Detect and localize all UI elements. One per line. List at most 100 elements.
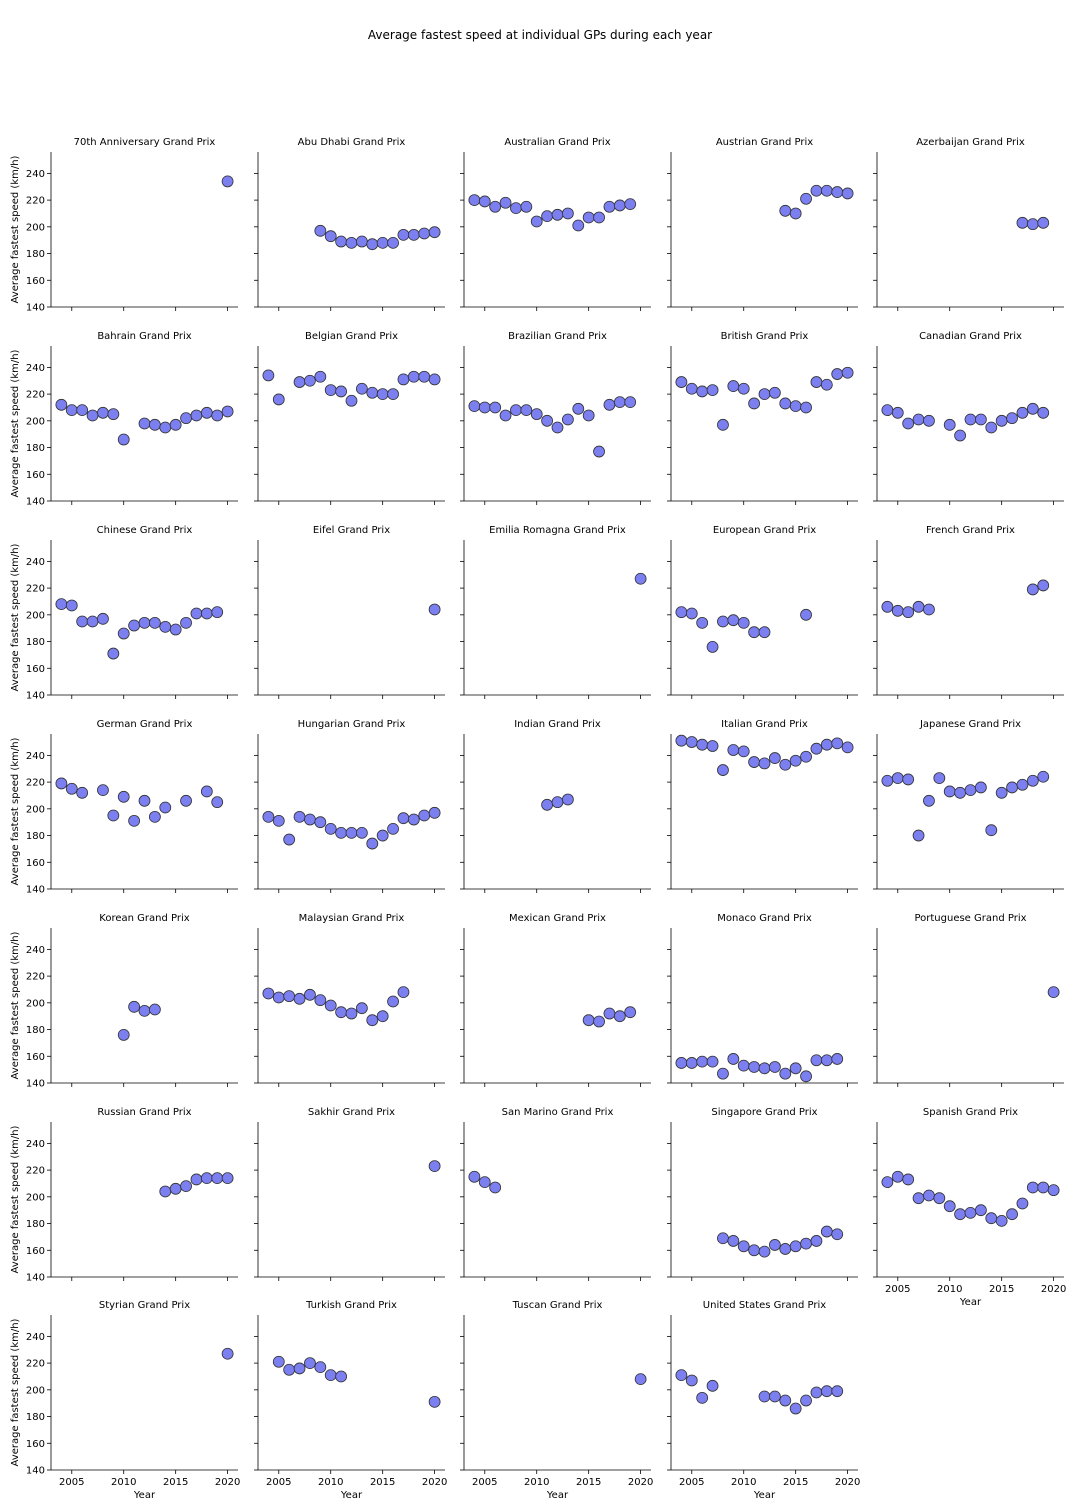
panel-title: Emilia Romagna Grand Prix xyxy=(489,525,626,536)
data-point xyxy=(717,764,729,776)
data-point xyxy=(800,608,812,621)
data-point xyxy=(1006,781,1018,794)
data-point xyxy=(685,382,698,395)
data-point xyxy=(180,1180,192,1193)
x-axis-label: Year xyxy=(959,1297,982,1308)
x-tick-label: 2010 xyxy=(318,1477,343,1488)
data-point xyxy=(1006,1208,1018,1221)
data-point xyxy=(345,826,358,839)
data-point xyxy=(293,810,306,823)
data-point xyxy=(530,215,543,228)
data-point xyxy=(293,1362,306,1375)
facet-panel: Bahrain Grand Prix 140 160 180 200 220 240 Aver… xyxy=(10,331,238,508)
x-tick-label: 2005 xyxy=(59,1477,84,1488)
data-point xyxy=(376,1010,389,1023)
panel-title: Portuguese Grand Prix xyxy=(914,913,1026,924)
data-point xyxy=(345,236,358,249)
data-point xyxy=(820,738,833,751)
data-point xyxy=(407,813,420,826)
data-point xyxy=(912,600,925,613)
data-point xyxy=(169,1182,182,1195)
data-point xyxy=(200,1172,213,1185)
data-point xyxy=(800,1237,812,1250)
data-point xyxy=(428,226,441,239)
y-tick-label: 140 xyxy=(26,303,45,314)
data-point xyxy=(366,386,379,399)
panel-title: Indian Grand Prix xyxy=(514,719,601,730)
data-point xyxy=(582,409,595,422)
x-tick-label: 2005 xyxy=(679,1477,704,1488)
data-point xyxy=(520,404,533,417)
data-point xyxy=(727,614,740,627)
data-point xyxy=(65,404,78,417)
data-point xyxy=(335,826,348,839)
data-point xyxy=(107,647,120,660)
facet-panel: Canadian Grand Prix xyxy=(873,331,1064,505)
panel-title: Abu Dhabi Grand Prix xyxy=(298,137,406,148)
data-point xyxy=(810,1386,823,1399)
data-point xyxy=(737,1240,750,1253)
data-point xyxy=(561,207,574,220)
data-point xyxy=(685,1374,698,1387)
data-point xyxy=(1047,986,1060,999)
data-point xyxy=(912,829,925,842)
data-point xyxy=(964,413,977,426)
data-point xyxy=(810,1054,823,1067)
facet-panel: 70th Anniversary Grand Prix 140 160 180 200 2… xyxy=(10,137,238,314)
data-point xyxy=(128,1000,141,1013)
data-point xyxy=(211,409,224,422)
data-point xyxy=(800,1394,812,1407)
data-point xyxy=(593,211,605,224)
data-point xyxy=(974,413,987,426)
data-point xyxy=(138,616,151,629)
data-point xyxy=(675,1057,688,1069)
facet-panel: Spanish Grand Prix 2005 2010 2015 2020 Year xyxy=(873,1107,1066,1308)
data-point xyxy=(262,810,275,823)
y-tick-label: 200 xyxy=(26,804,45,815)
data-point xyxy=(810,1235,823,1247)
facet-panel: Chinese Grand Prix 140 160 180 200 220 240 Aver… xyxy=(10,525,238,702)
panel-title: Austrian Grand Prix xyxy=(716,137,813,148)
data-point xyxy=(190,607,203,620)
data-point xyxy=(820,1054,833,1067)
data-point xyxy=(221,175,234,188)
data-point xyxy=(468,400,481,413)
data-point xyxy=(593,1015,605,1028)
data-point xyxy=(779,397,792,410)
data-point xyxy=(768,1390,781,1403)
data-point xyxy=(964,784,977,797)
facet-panel: European Grand Prix xyxy=(667,525,858,699)
data-point xyxy=(831,1228,844,1241)
y-tick-label: 200 xyxy=(26,1385,45,1396)
x-tick-label: 2010 xyxy=(524,1477,549,1488)
facet-panel: Azerbaijan Grand Prix xyxy=(873,137,1064,311)
facet-panel: Portuguese Grand Prix xyxy=(873,913,1064,1087)
data-point xyxy=(768,752,781,764)
data-point xyxy=(758,626,771,639)
data-point xyxy=(820,378,833,391)
x-tick-label: 2005 xyxy=(266,1477,291,1488)
data-point xyxy=(200,406,213,419)
data-point xyxy=(335,235,348,248)
data-point xyxy=(86,615,99,628)
data-point xyxy=(304,374,316,387)
data-point xyxy=(1016,1197,1029,1210)
data-point xyxy=(923,414,935,427)
data-point xyxy=(376,829,389,842)
facet-panel: Turkish Grand Prix 2005 2010 2015 2020 Year xyxy=(254,1300,447,1501)
x-tick-label: 2005 xyxy=(885,1284,910,1295)
y-tick-label: 240 xyxy=(26,557,45,568)
data-point xyxy=(541,210,554,223)
data-point xyxy=(964,1206,977,1219)
data-point xyxy=(717,1232,729,1245)
y-tick-label: 140 xyxy=(26,691,45,702)
data-point xyxy=(891,604,904,617)
data-point xyxy=(954,786,967,799)
data-point xyxy=(397,986,410,999)
x-tick-label: 2010 xyxy=(937,1284,962,1295)
panel-title: Canadian Grand Prix xyxy=(919,331,1022,342)
data-point xyxy=(706,740,719,752)
data-point xyxy=(221,405,234,418)
facet-panel: Italian Grand Prix xyxy=(667,719,858,893)
